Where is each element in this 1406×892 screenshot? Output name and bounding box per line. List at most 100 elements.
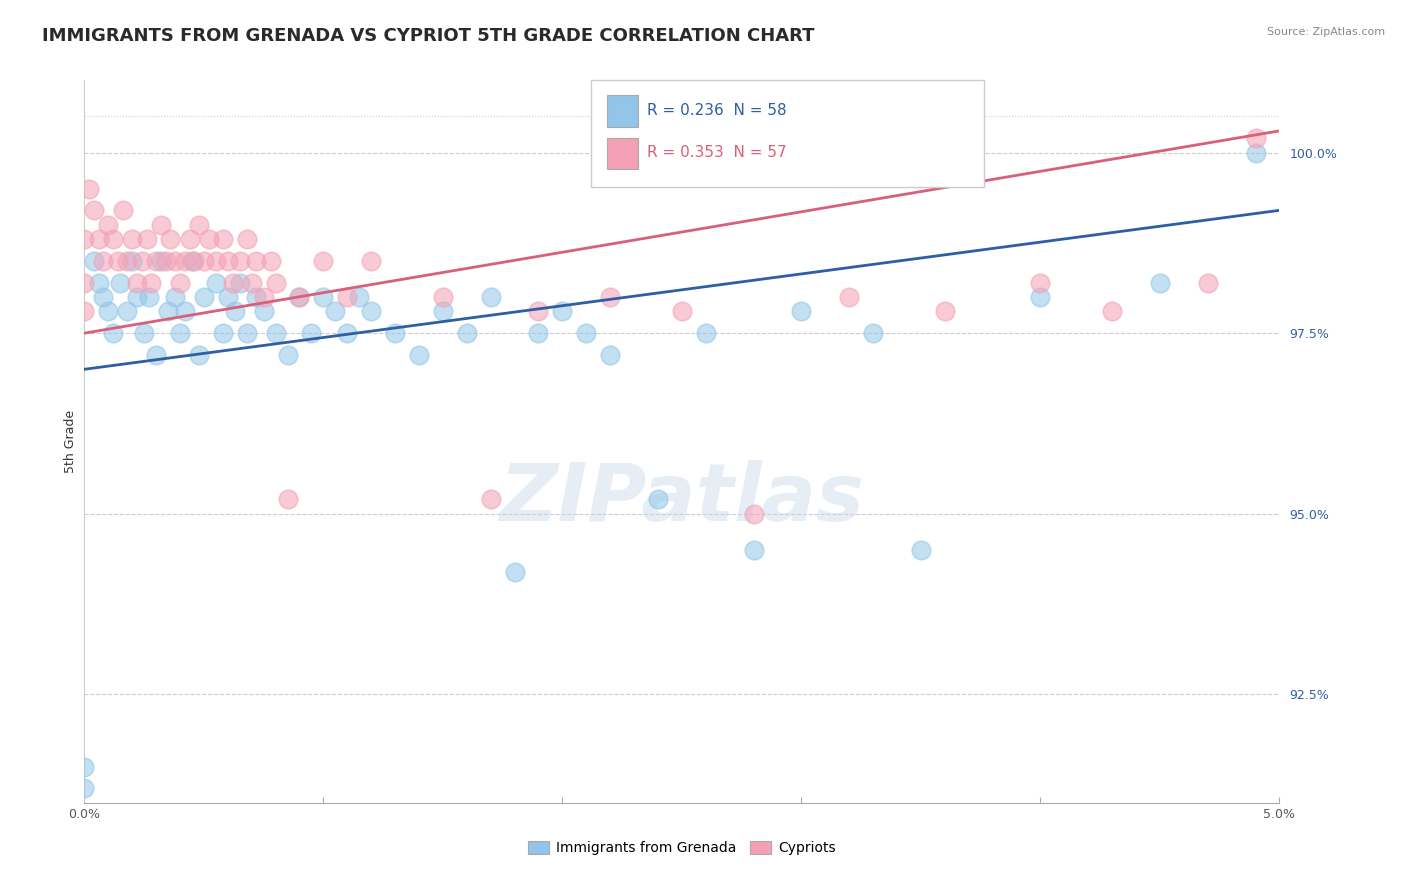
Point (1149, 276, 1171, 290)
Point (1029, 276, 1052, 290)
Point (125, 276, 148, 290)
Point (1244, 131, 1267, 145)
Point (742, 542, 765, 557)
Point (349, 290, 371, 304)
Point (188, 218, 211, 232)
Point (479, 492, 502, 507)
Point (197, 232, 219, 246)
Point (77, 182, 100, 196)
Point (647, 492, 669, 507)
Point (179, 232, 201, 246)
Point (527, 304, 550, 318)
Point (181, 253, 204, 268)
Point (121, 232, 143, 246)
Point (111, 203, 134, 218)
Y-axis label: 5th Grade: 5th Grade (65, 410, 77, 473)
Point (360, 304, 382, 318)
Point (456, 326, 478, 341)
Point (212, 232, 235, 246)
Point (93, 253, 115, 268)
Point (384, 326, 406, 341)
Point (229, 253, 252, 268)
Point (165, 253, 187, 268)
Point (73, 759, 96, 773)
Point (83, 203, 105, 218)
Point (527, 326, 550, 341)
Point (135, 232, 157, 246)
Text: R = 0.353  N = 57: R = 0.353 N = 57 (647, 145, 786, 160)
Point (277, 348, 299, 362)
Point (253, 290, 276, 304)
Point (93, 290, 115, 304)
Point (205, 276, 228, 290)
Point (205, 253, 228, 268)
Point (575, 326, 598, 341)
Point (240, 276, 263, 290)
Point (432, 290, 454, 304)
Point (408, 348, 430, 362)
Point (236, 326, 259, 341)
Point (169, 276, 191, 290)
Point (73, 781, 96, 796)
Point (217, 290, 239, 304)
Text: IMMIGRANTS FROM GRENADA VS CYPRIOT 5TH GRADE CORRELATION CHART: IMMIGRANTS FROM GRENADA VS CYPRIOT 5TH G… (42, 27, 814, 45)
Point (312, 290, 335, 304)
Point (87, 276, 110, 290)
Point (173, 253, 195, 268)
Point (110, 276, 132, 290)
Point (141, 276, 163, 290)
Point (301, 326, 323, 341)
Point (145, 348, 167, 362)
Point (479, 290, 502, 304)
Point (121, 253, 143, 268)
Point (193, 253, 215, 268)
Point (73, 276, 96, 290)
Point (83, 253, 105, 268)
Point (503, 565, 526, 579)
Point (101, 232, 124, 246)
Point (360, 253, 382, 268)
Point (165, 290, 187, 304)
Point (188, 348, 211, 362)
Point (138, 290, 160, 304)
Point (149, 253, 172, 268)
Point (1101, 304, 1123, 318)
Point (193, 290, 215, 304)
Point (236, 232, 259, 246)
Point (934, 304, 956, 318)
Point (117, 253, 139, 268)
Point (264, 276, 287, 290)
Point (599, 348, 621, 362)
Point (245, 253, 267, 268)
Point (838, 290, 860, 304)
Point (1029, 290, 1052, 304)
Text: R = 0.236  N = 58: R = 0.236 N = 58 (647, 103, 786, 119)
Point (145, 253, 167, 268)
Point (260, 253, 283, 268)
Point (229, 276, 252, 290)
Point (742, 507, 765, 521)
Point (224, 304, 246, 318)
Point (264, 326, 287, 341)
Point (217, 253, 239, 268)
Point (245, 290, 267, 304)
Point (277, 492, 299, 507)
Point (157, 304, 180, 318)
Legend: Immigrants from Grenada, Cypriots: Immigrants from Grenada, Cypriots (523, 836, 841, 861)
Point (132, 326, 156, 341)
Point (87, 232, 110, 246)
Point (312, 253, 335, 268)
Point (790, 304, 813, 318)
Point (97, 304, 120, 318)
Point (159, 232, 181, 246)
Point (1197, 276, 1219, 290)
Point (1244, 145, 1267, 160)
Point (325, 304, 347, 318)
Point (107, 253, 129, 268)
Point (671, 304, 693, 318)
Point (169, 326, 191, 341)
Point (695, 326, 717, 341)
Point (336, 290, 359, 304)
Point (910, 542, 932, 557)
Point (432, 304, 454, 318)
